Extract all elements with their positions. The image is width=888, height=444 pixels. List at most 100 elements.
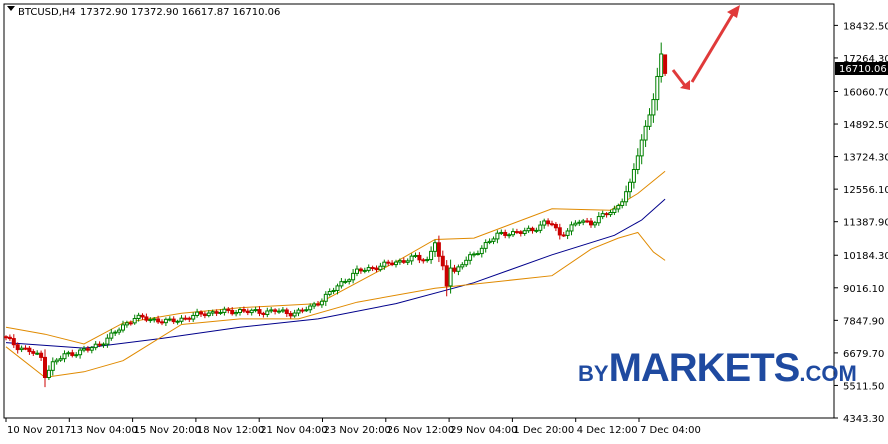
candle bbox=[659, 42, 664, 83]
candle-body bbox=[355, 268, 359, 274]
candle bbox=[277, 308, 281, 314]
watermark-logo: BYMARKETS.COM bbox=[578, 346, 857, 390]
candle bbox=[105, 334, 110, 348]
x-tick-label: 10 Nov 2017 bbox=[7, 425, 71, 436]
candle bbox=[589, 218, 593, 228]
candle-body bbox=[351, 272, 356, 281]
candle bbox=[148, 317, 153, 323]
candle bbox=[444, 260, 449, 297]
forecast-arrows bbox=[671, 5, 740, 90]
candle-body bbox=[109, 332, 114, 339]
candle bbox=[97, 341, 102, 348]
candle bbox=[518, 230, 523, 237]
candle bbox=[366, 264, 371, 273]
y-tick-label: 4343.30 bbox=[843, 414, 884, 425]
candle-body bbox=[577, 221, 582, 224]
candle bbox=[495, 230, 500, 244]
candle-body bbox=[54, 359, 59, 363]
candle-body bbox=[284, 309, 289, 315]
watermark-com: .COM bbox=[799, 361, 857, 386]
current-price-marker: 16710.06 bbox=[835, 62, 888, 75]
candle bbox=[117, 327, 122, 335]
candle-body bbox=[292, 312, 297, 317]
candle-body bbox=[624, 191, 629, 203]
candle bbox=[604, 212, 609, 218]
candle-body bbox=[507, 234, 512, 237]
indicator-line bbox=[5, 198, 666, 349]
candle-body bbox=[210, 311, 215, 314]
candle bbox=[655, 67, 660, 111]
candle bbox=[191, 312, 196, 322]
candle bbox=[565, 228, 570, 240]
candle bbox=[550, 220, 554, 227]
candle bbox=[503, 229, 508, 239]
candle bbox=[226, 307, 231, 314]
candle-body bbox=[612, 208, 617, 213]
candle-body bbox=[608, 211, 613, 216]
x-tick-label: 29 Nov 04:00 bbox=[450, 425, 517, 436]
candle bbox=[413, 252, 418, 258]
candle bbox=[183, 315, 188, 321]
candle bbox=[308, 303, 313, 314]
candle-body bbox=[647, 114, 652, 127]
candle bbox=[241, 306, 246, 314]
candle bbox=[483, 239, 488, 253]
candle bbox=[421, 258, 426, 264]
candle bbox=[261, 311, 266, 318]
candle bbox=[479, 245, 484, 258]
candle bbox=[631, 163, 636, 189]
candle bbox=[624, 185, 629, 206]
candle bbox=[58, 355, 63, 362]
candle-body bbox=[394, 261, 398, 266]
candle-body bbox=[280, 309, 285, 312]
candle bbox=[66, 350, 71, 357]
candle bbox=[351, 269, 356, 284]
candle bbox=[374, 265, 379, 273]
candle-body bbox=[105, 337, 110, 345]
candle-body bbox=[585, 220, 590, 223]
candle bbox=[238, 307, 242, 316]
candle-body bbox=[550, 223, 554, 226]
candle-body bbox=[327, 291, 332, 295]
candle bbox=[35, 350, 40, 356]
candle-body bbox=[144, 316, 149, 321]
candle-body bbox=[175, 320, 180, 323]
candle-body bbox=[62, 353, 67, 360]
candle-body bbox=[592, 222, 597, 226]
candle-body bbox=[19, 347, 24, 351]
candle bbox=[339, 278, 344, 289]
candle bbox=[522, 227, 527, 236]
candle-body bbox=[300, 309, 305, 312]
candle bbox=[534, 227, 539, 234]
candle bbox=[561, 231, 566, 238]
candle bbox=[249, 308, 254, 316]
x-tick-label: 18 Nov 12:00 bbox=[197, 425, 264, 436]
candle-body bbox=[561, 234, 566, 237]
candle-body bbox=[148, 319, 153, 322]
plot-border bbox=[3, 3, 835, 419]
candle-body bbox=[503, 231, 508, 236]
candle bbox=[573, 220, 578, 227]
candle-body bbox=[542, 220, 547, 226]
candle-body bbox=[35, 352, 40, 355]
candle-body bbox=[616, 204, 621, 210]
candle bbox=[347, 278, 352, 285]
candle bbox=[475, 250, 480, 256]
candle bbox=[487, 238, 492, 245]
candle-body bbox=[401, 260, 406, 263]
candle bbox=[417, 252, 422, 264]
x-tick-label: 7 Dec 04:00 bbox=[640, 425, 701, 436]
candle-body bbox=[179, 317, 184, 322]
candle-body bbox=[631, 168, 636, 183]
candle-body bbox=[195, 311, 200, 316]
candle-body bbox=[659, 53, 664, 77]
candle-body bbox=[483, 242, 488, 249]
candle-body bbox=[82, 348, 86, 351]
candle bbox=[222, 306, 227, 316]
candle-body bbox=[319, 300, 324, 306]
candle bbox=[335, 283, 340, 295]
candle bbox=[15, 342, 20, 354]
candle-body bbox=[487, 240, 492, 244]
candle-body bbox=[655, 75, 660, 101]
current-price-label: 16710.06 bbox=[839, 64, 887, 75]
